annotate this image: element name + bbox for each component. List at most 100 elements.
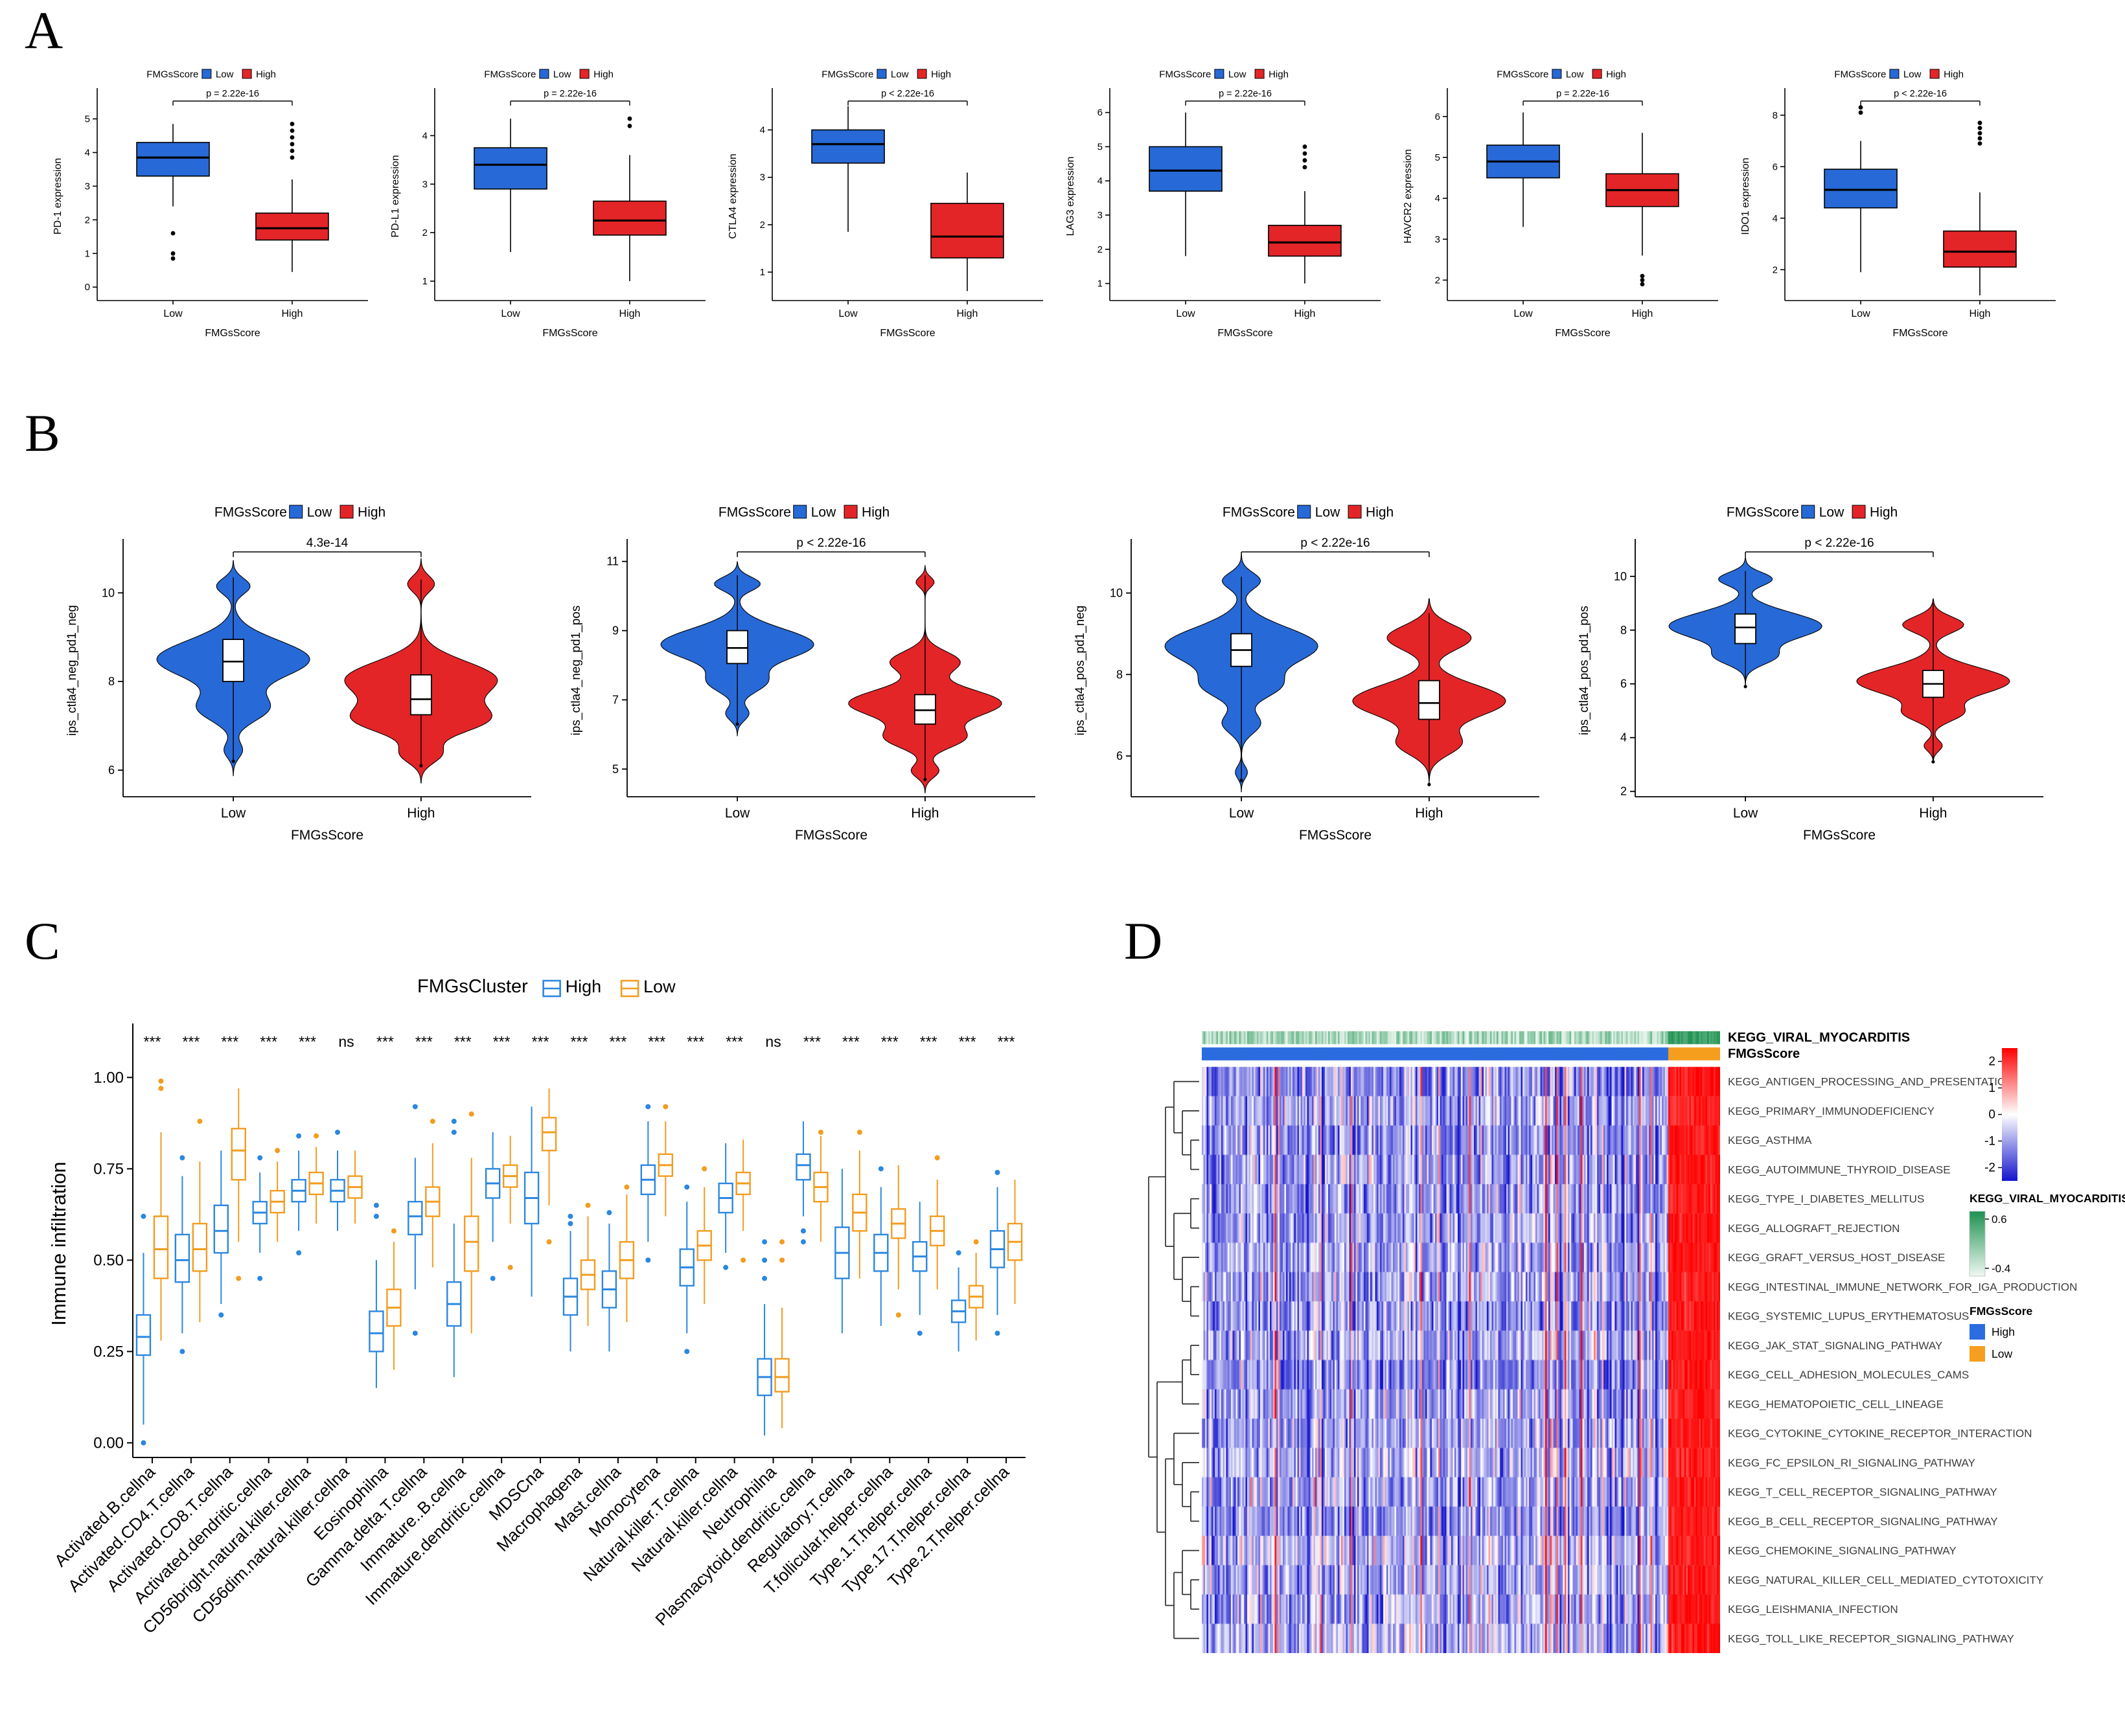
- y-tick-label: 6: [108, 764, 115, 777]
- outlier-dot: [1640, 278, 1645, 282]
- outlier-dot: [296, 1133, 302, 1139]
- legend-label-high: High: [931, 69, 951, 80]
- heatmap-row-label: KEGG_NATURAL_KILLER_CELL_MEDIATED_CYTOTO…: [1728, 1574, 2043, 1586]
- significance-marker: ***: [299, 1033, 316, 1050]
- x-tick-label: High: [1415, 806, 1443, 821]
- outlier-dot: [546, 1239, 552, 1245]
- outlier-dot: [170, 256, 176, 261]
- heatmap-row-label: KEGG_FC_EPSILON_RI_SIGNALING_PATHWAY: [1728, 1457, 1975, 1469]
- legend-label-high: High: [256, 69, 276, 80]
- legend-label-low: Low: [1819, 505, 1844, 520]
- significance-marker: ***: [881, 1033, 899, 1050]
- pdl1-expression-boxplot: FMGsScore Low High 1 2 3 4 PD-L1 expression Low H…: [390, 69, 706, 339]
- box-low: [474, 147, 547, 190]
- legend-title: FMGsScore: [1497, 69, 1548, 80]
- outlier-dot: [290, 128, 295, 133]
- legend-label-low: Low: [216, 69, 234, 80]
- outlier-dot: [1302, 158, 1307, 163]
- x-tick-label: Low: [1513, 308, 1533, 319]
- p-value-label: p < 2.22e-16: [1894, 89, 1947, 99]
- outlier-dot: [684, 1184, 690, 1190]
- box-high: [135, 1314, 152, 1356]
- y-tick-label: 1: [760, 267, 765, 278]
- x-axis-label: FMGsScore: [880, 328, 935, 339]
- ips-ctla4-neg-pd1-pos-violin: FMGsScore Low High 5 7 9 11 ips_ctla4_neg_pd1_p…: [569, 505, 1035, 843]
- legend-swatch-high: [844, 505, 858, 519]
- y-tick-label: 6: [1116, 749, 1123, 762]
- x-tick-label: High: [407, 806, 435, 821]
- y-tick-label: 3: [422, 179, 428, 190]
- panel-d-kegg-heatmap: KEGG_VIRAL_MYOCARDITIS FMGsScore KEGG_ANTI…: [1127, 1005, 2125, 1736]
- y-tick-label: 0.00: [93, 1434, 124, 1452]
- x-tick-label: High: [1294, 308, 1316, 319]
- y-tick-label: 6: [1435, 111, 1440, 122]
- x-axis-label: FMGsScore: [205, 328, 260, 339]
- outlier-dot: [170, 251, 176, 256]
- heatmap-row-label: KEGG_ASTHMA: [1728, 1134, 1812, 1147]
- outlier-dot: [290, 135, 295, 140]
- ctla4-expression-boxplot: FMGsScore Low High 1 2 3 4 CTLA4 expression Low H…: [728, 69, 1043, 339]
- significance-marker: ***: [920, 1033, 937, 1050]
- significance-marker: ***: [609, 1033, 626, 1050]
- box-high: [1268, 225, 1342, 257]
- y-tick-label: 0.50: [93, 1251, 124, 1269]
- violin-inner-box: [1734, 613, 1757, 645]
- heatmap-row-label: KEGG_PRIMARY_IMMUNODEFICIENCY: [1728, 1105, 1935, 1117]
- outlier-dot: [257, 1155, 263, 1161]
- outlier-dot: [290, 142, 295, 146]
- outlier-dot: [779, 1239, 785, 1245]
- legend-title: FMGsScore: [146, 69, 198, 80]
- y-tick-label: 5: [612, 762, 619, 775]
- y-tick-label: 4: [1773, 213, 1778, 224]
- y-axis-label: PD-L1 expression: [390, 155, 401, 237]
- heatmap-row-label: KEGG_CYTOKINE_CYTOKINE_RECEPTOR_INTERACT…: [1728, 1428, 2032, 1440]
- box-low: [231, 1128, 246, 1181]
- legend-score-label-low: Low: [1992, 1347, 2012, 1360]
- legend-swatch-low: [1552, 69, 1562, 79]
- outlier-dot: [430, 1119, 435, 1125]
- outlier-dot: [1977, 136, 1982, 141]
- outlier-dot: [275, 1148, 281, 1154]
- lag3-expression-boxplot: FMGsScore Low High 1 2 3 4 5 6 LAG3 expression Low…: [1065, 69, 1381, 339]
- p-value-label: p < 2.22e-16: [1804, 536, 1874, 550]
- outlier-dot: [1640, 282, 1645, 287]
- outlier-dot: [451, 1129, 457, 1135]
- x-axis-label: FMGsScore: [1892, 328, 1947, 339]
- y-axis-label: CTLA4 expression: [728, 154, 739, 239]
- outlier-dot: [956, 1250, 961, 1256]
- outlier-dot: [818, 1129, 823, 1135]
- significance-marker: ***: [842, 1033, 860, 1050]
- panel-c-immune-infiltration: FMGsCluster High Low 0.00 0.25 0.50 0.75 1.00 Im…: [23, 952, 1033, 1726]
- outlier-dot: [762, 1239, 768, 1245]
- heatmap-overlay: KEGG_VIRAL_MYOCARDITIS FMGsScore KEGG_ANTI…: [1148, 1031, 2125, 1645]
- heatmap-row-label: KEGG_T_CELL_RECEPTOR_SIGNALING_PATHWAY: [1728, 1486, 1997, 1498]
- y-tick-label: 8: [108, 675, 115, 688]
- outlier-dot: [1977, 120, 1982, 126]
- tail-dot: [1931, 760, 1935, 764]
- y-tick-label: 2: [1773, 264, 1778, 275]
- outlier-dot: [568, 1213, 573, 1219]
- box-low: [136, 142, 210, 177]
- legend-label-low: Low: [1228, 69, 1246, 80]
- significance-marker: ***: [454, 1033, 472, 1050]
- heatmap-row-label: KEGG_INTESTINAL_IMMUNE_NETWORK_FOR_IGA_P…: [1728, 1281, 2077, 1293]
- legend-swatch-low: [877, 69, 887, 79]
- legend-label-low: Low: [1315, 505, 1340, 520]
- y-tick-label: 8: [1116, 668, 1123, 681]
- p-value-label: p < 2.22e-16: [1300, 536, 1370, 550]
- y-tick-label: 3: [1435, 234, 1440, 245]
- legend-viral-title: KEGG_VIRAL_MYOCARDITIS: [1970, 1192, 2125, 1205]
- violin-inner-box: [222, 639, 245, 683]
- outlier-dot: [645, 1257, 651, 1263]
- box-low: [192, 1222, 208, 1272]
- legend-swatch-high: [1348, 505, 1362, 519]
- legend-swatch-high: [1852, 505, 1866, 519]
- legend-swatch-low: [201, 69, 212, 79]
- box-low: [153, 1215, 169, 1279]
- x-tick-label: Low: [1733, 806, 1758, 821]
- heatmap-row-label: KEGG_HEMATOPOIETIC_CELL_LINEAGE: [1728, 1398, 1944, 1410]
- y-axis-label: ips_ctla4_neg_pd1_neg: [65, 605, 79, 736]
- y-tick-label: 4: [1435, 193, 1440, 204]
- x-tick-label: Low: [1176, 308, 1195, 319]
